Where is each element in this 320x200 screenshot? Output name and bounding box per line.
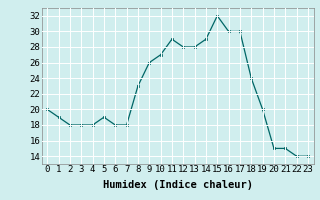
X-axis label: Humidex (Indice chaleur): Humidex (Indice chaleur): [103, 180, 252, 190]
